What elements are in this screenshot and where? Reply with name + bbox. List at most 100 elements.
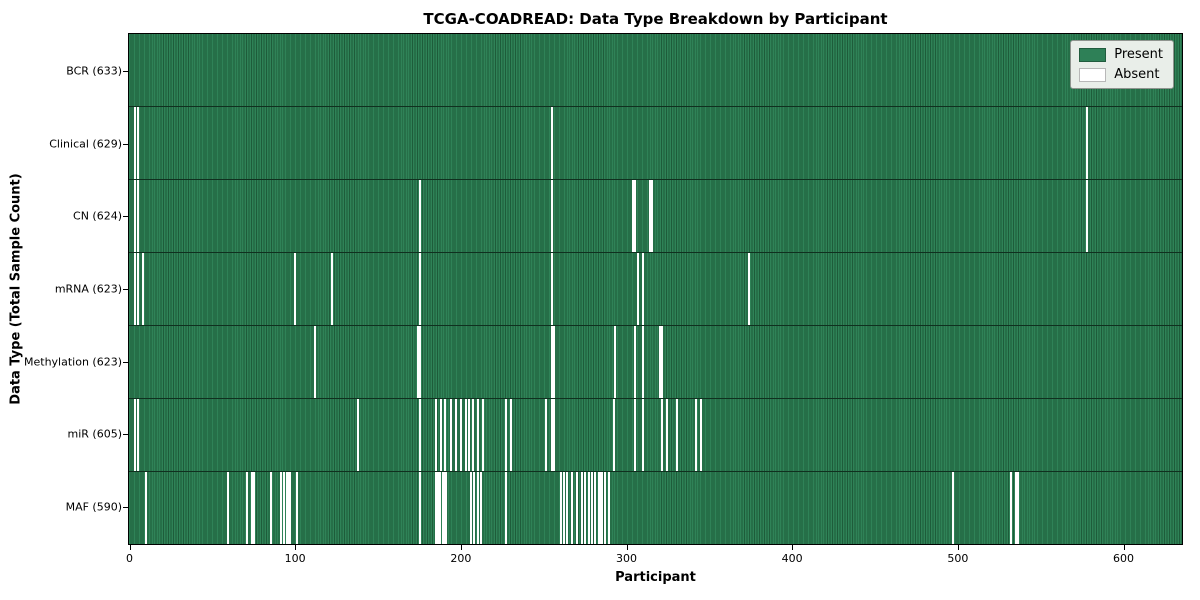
- absent-mark: [279, 472, 282, 544]
- absent-mark: [468, 399, 471, 471]
- absent-mark: [436, 472, 439, 544]
- absent-mark: [551, 253, 554, 325]
- absent-mark: [435, 472, 438, 544]
- present-swatch: [1079, 47, 1107, 62]
- absent-swatch: [1079, 67, 1107, 82]
- absent-mark: [552, 399, 555, 471]
- absent-mark: [952, 472, 955, 544]
- absent-mark: [599, 472, 602, 544]
- xtick-mark: [792, 545, 794, 550]
- absent-mark: [1015, 472, 1018, 544]
- absent-mark: [562, 472, 565, 544]
- ytick-label-Methylation: Methylation (623): [24, 355, 122, 369]
- absent-mark: [471, 399, 474, 471]
- absent-mark: [142, 253, 145, 325]
- absent-mark: [612, 399, 615, 471]
- absent-mark: [476, 472, 479, 544]
- absent-mark: [600, 472, 603, 544]
- absent-mark: [650, 180, 653, 252]
- xtick-label-300: 300: [616, 552, 637, 565]
- absent-mark: [133, 180, 136, 252]
- absent-mark: [296, 472, 299, 544]
- absent-mark: [566, 472, 569, 544]
- ytick-label-CN: CN (624): [73, 209, 122, 223]
- absent-mark: [269, 472, 272, 544]
- absent-mark: [544, 399, 547, 471]
- absent-mark: [287, 472, 290, 544]
- absent-mark: [418, 180, 421, 252]
- absent-mark: [571, 472, 574, 544]
- xtick-label-600: 600: [1113, 552, 1135, 565]
- ytick-label-miR: miR (605): [67, 427, 123, 441]
- absent-mark: [591, 472, 594, 544]
- absent-mark: [418, 472, 421, 544]
- absent-mark: [481, 399, 484, 471]
- absent-mark: [614, 326, 617, 398]
- plot-area: Present Absent: [128, 33, 1183, 545]
- legend-item-present: Present: [1079, 47, 1163, 62]
- ytick-mark: [123, 361, 128, 363]
- absent-mark: [634, 180, 637, 252]
- absent-mark: [294, 253, 297, 325]
- legend: Present Absent: [1070, 40, 1174, 89]
- xtick-label-500: 500: [947, 552, 969, 565]
- absent-mark: [440, 399, 443, 471]
- row-Methylation: [129, 326, 1182, 399]
- absent-mark: [665, 399, 668, 471]
- xtick-mark: [129, 545, 131, 550]
- absent-mark: [357, 399, 360, 471]
- absent-mark: [660, 326, 663, 398]
- absent-mark: [675, 399, 678, 471]
- absent-mark: [330, 253, 333, 325]
- legend-item-absent: Absent: [1079, 67, 1163, 82]
- xtick-label-400: 400: [781, 552, 803, 565]
- absent-mark: [246, 472, 249, 544]
- absent-mark: [637, 253, 640, 325]
- absent-mark: [695, 399, 698, 471]
- x-axis-label: Participant: [615, 570, 696, 585]
- absent-mark: [418, 326, 421, 398]
- absent-mark: [133, 107, 136, 179]
- legend-label-present: Present: [1114, 47, 1163, 62]
- absent-mark: [480, 472, 483, 544]
- absent-mark: [504, 472, 507, 544]
- xtick-mark: [460, 545, 462, 550]
- absent-mark: [551, 107, 554, 179]
- ytick-mark: [123, 434, 128, 436]
- absent-mark: [700, 399, 703, 471]
- absent-mark: [289, 472, 292, 544]
- absent-mark: [584, 472, 587, 544]
- ytick-label-Clinical: Clinical (629): [49, 137, 122, 151]
- absent-mark: [551, 326, 554, 398]
- ytick-mark: [123, 507, 128, 509]
- absent-mark: [137, 107, 140, 179]
- absent-mark: [660, 399, 663, 471]
- row-MAF: [129, 472, 1182, 544]
- ytick-mark: [123, 143, 128, 145]
- absent-mark: [443, 399, 446, 471]
- absent-mark: [642, 253, 645, 325]
- absent-mark: [450, 399, 453, 471]
- absent-mark: [476, 399, 479, 471]
- absent-mark: [435, 399, 438, 471]
- ytick-label-mRNA: mRNA (623): [54, 282, 122, 296]
- absent-mark: [455, 399, 458, 471]
- absent-mark: [658, 326, 661, 398]
- absent-mark: [465, 399, 468, 471]
- absent-mark: [551, 180, 554, 252]
- absent-mark: [649, 180, 651, 252]
- absent-mark: [634, 326, 637, 398]
- absent-mark: [748, 253, 751, 325]
- absent-mark: [642, 399, 645, 471]
- absent-mark: [137, 399, 140, 471]
- absent-mark: [604, 472, 607, 544]
- xtick-label-100: 100: [284, 552, 306, 565]
- legend-label-absent: Absent: [1114, 67, 1160, 82]
- absent-mark: [226, 472, 229, 544]
- absent-mark: [576, 472, 579, 544]
- absent-mark: [1086, 180, 1089, 252]
- absent-mark: [286, 472, 289, 544]
- absent-mark: [470, 472, 473, 544]
- absent-mark: [445, 472, 448, 544]
